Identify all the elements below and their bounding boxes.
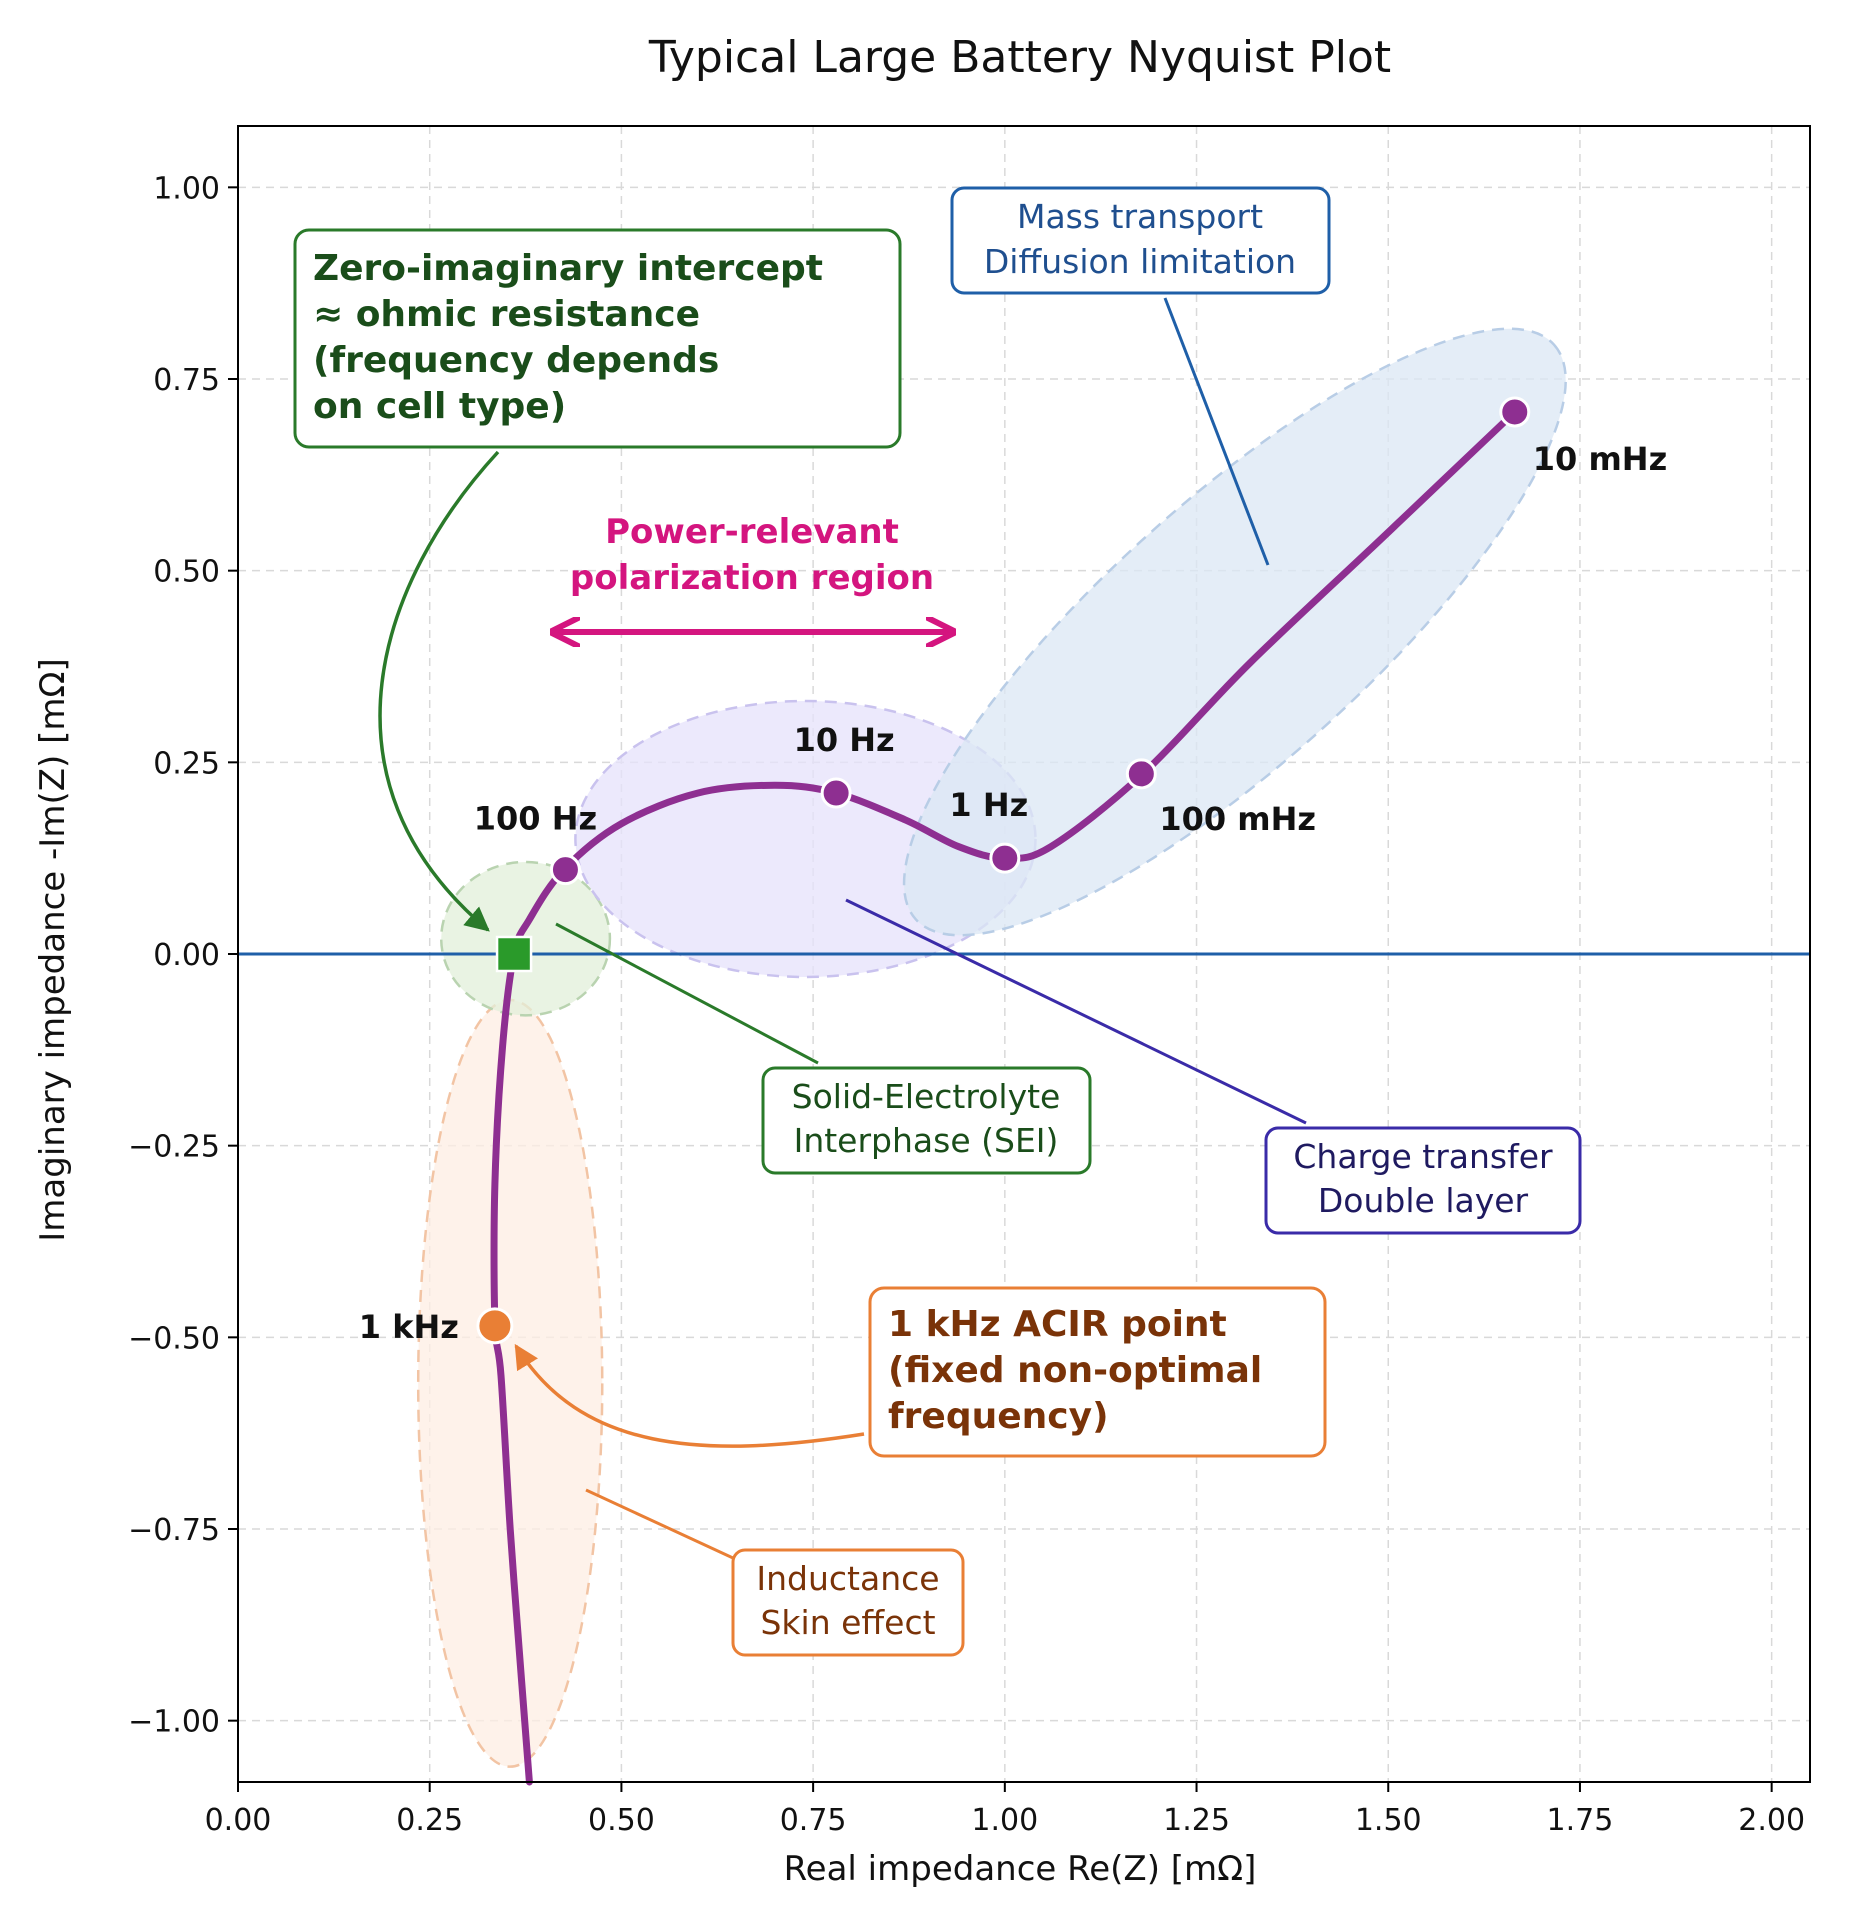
frequency-label: 100 Hz <box>474 800 597 838</box>
intercept-label-line4: on cell type) <box>313 386 566 427</box>
acir-label-line2: (fixed non-optimal <box>888 1350 1262 1391</box>
intercept-label-line2: ≈ ohmic resistance <box>313 294 700 335</box>
mass-transport-box <box>950 186 1331 295</box>
y-tick-label: 0.25 <box>153 746 220 781</box>
frequency-point <box>1499 396 1531 428</box>
intercept-box <box>293 228 902 449</box>
y-tick-label: 1.00 <box>153 171 220 206</box>
y-tick-label: −0.50 <box>128 1321 220 1356</box>
acir-box <box>868 1286 1327 1458</box>
inductance-label-line1: Inductance <box>756 1559 939 1598</box>
power-region-label-line2: polarization region <box>570 558 934 598</box>
frequency-point <box>549 854 581 886</box>
charge-transfer-label-line2: Double layer <box>1318 1181 1529 1220</box>
inductance-leader <box>585 1488 734 1560</box>
x-tick-label: 0.25 <box>396 1803 463 1838</box>
sei-leader <box>555 922 819 1065</box>
charge-transfer-label-line1: Charge transfer <box>1293 1137 1553 1176</box>
regions <box>416 327 1567 1768</box>
x-tick-label: 2.00 <box>1738 1803 1805 1838</box>
inductance-label-line2: Skin effect <box>760 1603 935 1642</box>
frequency-label: 1 Hz <box>949 786 1028 824</box>
frequency-label: 10 mHz <box>1533 440 1667 478</box>
y-axis-label: Imaginary impedance -Im(Z) [mΩ] <box>33 658 73 1241</box>
chart-title: Typical Large Battery Nyquist Plot <box>648 32 1391 83</box>
axis-ticks: 0.00 0.25 0.50 0.75 1.00 1.25 1.50 1.75 2.00 1.00… <box>128 171 1805 1838</box>
x-axis-label: Real impedance Re(Z) [mΩ] <box>784 1849 1257 1889</box>
inductance-box <box>731 1548 965 1657</box>
region-diffusion <box>902 327 1567 937</box>
mass-transport-label-line2: Diffusion limitation <box>984 242 1296 281</box>
power-region-label-line1: Power-relevant <box>605 512 899 552</box>
y-tick-label: −1.00 <box>128 1705 220 1740</box>
sei-box <box>761 1066 1092 1175</box>
frequency-label: 1 kHz <box>359 1308 459 1346</box>
sei-label-line1: Solid-Electrolyte <box>792 1077 1061 1116</box>
acir-label-line3: frequency) <box>888 1396 1109 1437</box>
acir-label-line1: 1 kHz ACIR point <box>888 1304 1227 1345</box>
mass-transport-label-line1: Mass transport <box>1017 197 1263 236</box>
frequency-point <box>476 1307 514 1345</box>
x-tick-label: 1.75 <box>1547 1803 1614 1838</box>
x-tick-label: 1.00 <box>971 1803 1038 1838</box>
zero-intercept-marker <box>495 935 533 973</box>
y-tick-label: 0.50 <box>153 555 220 590</box>
y-tick-label: −0.25 <box>128 1130 220 1165</box>
frequency-label: 10 Hz <box>794 721 895 759</box>
charge-transfer-leader <box>845 898 1307 1125</box>
frequency-points: 100 Hz 10 Hz 1 Hz 100 mHz 10 mHz 1 kHz <box>359 396 1667 1346</box>
intercept-label-line1: Zero-imaginary intercept <box>313 248 823 289</box>
frequency-point <box>820 777 852 809</box>
y-tick-label: 0.75 <box>153 363 220 398</box>
frequency-point <box>989 842 1021 874</box>
x-tick-label: 0.00 <box>205 1803 272 1838</box>
x-tick-label: 1.50 <box>1355 1803 1422 1838</box>
intercept-arrow <box>378 450 500 932</box>
intercept-label-line3: (frequency depends <box>313 340 719 381</box>
acir-arrow <box>514 1343 865 1448</box>
region-inductance <box>416 998 604 1768</box>
x-tick-label: 0.75 <box>780 1803 847 1838</box>
impedance-curve <box>490 408 1519 1786</box>
frequency-label: 100 mHz <box>1159 800 1316 838</box>
y-tick-label: 0.00 <box>153 938 220 973</box>
sei-label-line2: Interphase (SEI) <box>794 1121 1059 1160</box>
x-tick-label: 0.50 <box>588 1803 655 1838</box>
charge-transfer-box <box>1264 1126 1582 1235</box>
x-tick-label: 1.25 <box>1163 1803 1230 1838</box>
mass-transport-leader <box>1163 297 1270 566</box>
y-tick-label: −0.75 <box>128 1513 220 1548</box>
frequency-point <box>1125 758 1157 790</box>
